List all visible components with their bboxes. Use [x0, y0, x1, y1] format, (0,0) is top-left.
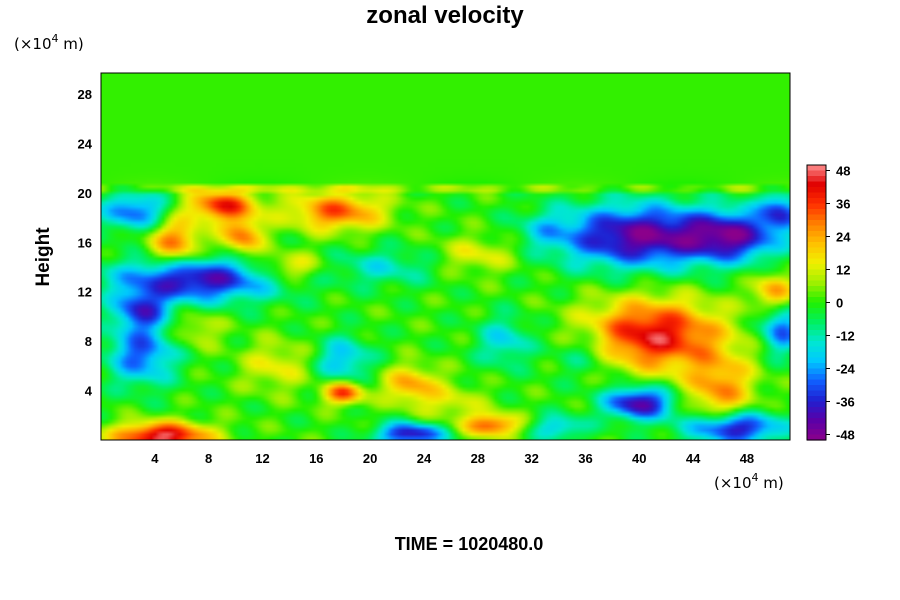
- colorbar-segment: [807, 170, 826, 177]
- colorbar-tick-label: -36: [836, 395, 855, 410]
- colorbar-segment: [807, 286, 826, 293]
- colorbar-segment: [807, 434, 826, 441]
- colorbar-tick-labels: 48 36 24 12 0 -12 -24 -36 -48: [826, 164, 856, 443]
- y-tick-label: 4: [85, 384, 93, 399]
- colorbar-segment: [807, 203, 826, 210]
- colorbar-segment: [807, 242, 826, 249]
- colorbar-segment: [807, 280, 826, 287]
- x-tick-label: 48: [740, 451, 754, 466]
- colorbar-tick-label: 24: [836, 230, 851, 245]
- chart-title: zonal velocity: [366, 2, 524, 29]
- colorbar-segment: [807, 176, 826, 183]
- y-tick-labels: 4 8 12 16 20 24 28: [78, 87, 93, 399]
- colorbar-segment: [807, 264, 826, 271]
- colorbar-segment: [807, 308, 826, 315]
- colorbar-segment: [807, 341, 826, 348]
- colorbar-segment: [807, 247, 826, 254]
- y-tick-label: 20: [78, 186, 92, 201]
- colorbar-tick-label: 36: [836, 197, 850, 212]
- velocity-field: [101, 73, 790, 440]
- colorbar-segment: [807, 231, 826, 238]
- colorbar-segment: [807, 313, 826, 320]
- colorbar-tick-label: 0: [836, 296, 843, 311]
- colorbar-segment: [807, 275, 826, 282]
- colorbar-segment: [807, 407, 826, 414]
- y-tick-label: 24: [78, 136, 93, 151]
- colorbar-tick-label: 48: [836, 164, 850, 179]
- colorbar-segment: [807, 165, 826, 172]
- y-axis-label: Height: [33, 227, 54, 287]
- colorbar-segment: [807, 214, 826, 221]
- colorbar-segment: [807, 302, 826, 309]
- colorbar-segment: [807, 181, 826, 188]
- y-tick-label: 12: [78, 285, 92, 300]
- colorbar-segment: [807, 357, 826, 364]
- colorbar-tick-label: -24: [836, 362, 856, 377]
- x-tick-label: 16: [309, 451, 323, 466]
- colorbar-segment: [807, 363, 826, 370]
- colorbar-segment: [807, 319, 826, 326]
- plot-frame: [100, 72, 791, 441]
- colorbar: [806, 164, 827, 441]
- colorbar-segment: [807, 225, 826, 232]
- colorbar-tick-label: 12: [836, 263, 850, 278]
- colorbar-segment: [807, 335, 826, 342]
- x-tick-label: 40: [632, 451, 646, 466]
- colorbar-segment: [807, 401, 826, 408]
- y-axis-unit: (×104 m): [14, 32, 84, 53]
- colorbar-segment: [807, 258, 826, 265]
- colorbar-segment: [807, 396, 826, 403]
- x-tick-label: 4: [151, 451, 159, 466]
- colorbar-segment: [807, 412, 826, 419]
- x-tick-labels: 4 8 12 16 20 24 28 32 36 40 44 48: [151, 451, 754, 466]
- colorbar-segment: [807, 418, 826, 425]
- colorbar-segment: [807, 423, 826, 430]
- colorbar-segment: [807, 429, 826, 436]
- colorbar-segment: [807, 379, 826, 386]
- colorbar-segment: [807, 187, 826, 194]
- colorbar-segment: [807, 236, 826, 243]
- x-tick-label: 12: [255, 451, 269, 466]
- colorbar-segment: [807, 368, 826, 375]
- x-tick-label: 8: [205, 451, 212, 466]
- x-tick-label: 32: [524, 451, 538, 466]
- colorbar-segment: [807, 198, 826, 205]
- colorbar-segment: [807, 390, 826, 397]
- colorbar-tick-label: -12: [836, 329, 855, 344]
- colorbar-segment: [807, 330, 826, 337]
- colorbar-segment: [807, 291, 826, 298]
- y-tick-label: 16: [78, 235, 92, 250]
- time-label: TIME = 1020480.0: [395, 534, 544, 554]
- y-tick-label: 28: [78, 87, 92, 102]
- colorbar-tick-label: -48: [836, 428, 855, 443]
- x-tick-label: 28: [471, 451, 485, 466]
- colorbar-segment: [807, 192, 826, 199]
- colorbar-segment: [807, 324, 826, 331]
- y-tick-label: 8: [85, 334, 92, 349]
- plot-area: [100, 72, 791, 441]
- colorbar-segment: [807, 346, 826, 353]
- colorbar-segment: [807, 269, 826, 276]
- colorbar-segment: [807, 385, 826, 392]
- colorbar-segment: [807, 253, 826, 260]
- colorbar-segment: [807, 352, 826, 359]
- colorbar-segment: [807, 374, 826, 381]
- colorbar-segment: [807, 209, 826, 216]
- x-tick-label: 44: [686, 451, 701, 466]
- x-tick-label: 24: [417, 451, 432, 466]
- x-tick-label: 36: [578, 451, 592, 466]
- x-tick-label: 20: [363, 451, 377, 466]
- colorbar-segment: [807, 297, 826, 304]
- x-axis-unit: (×104 m): [714, 471, 784, 492]
- colorbar-segment: [807, 220, 826, 227]
